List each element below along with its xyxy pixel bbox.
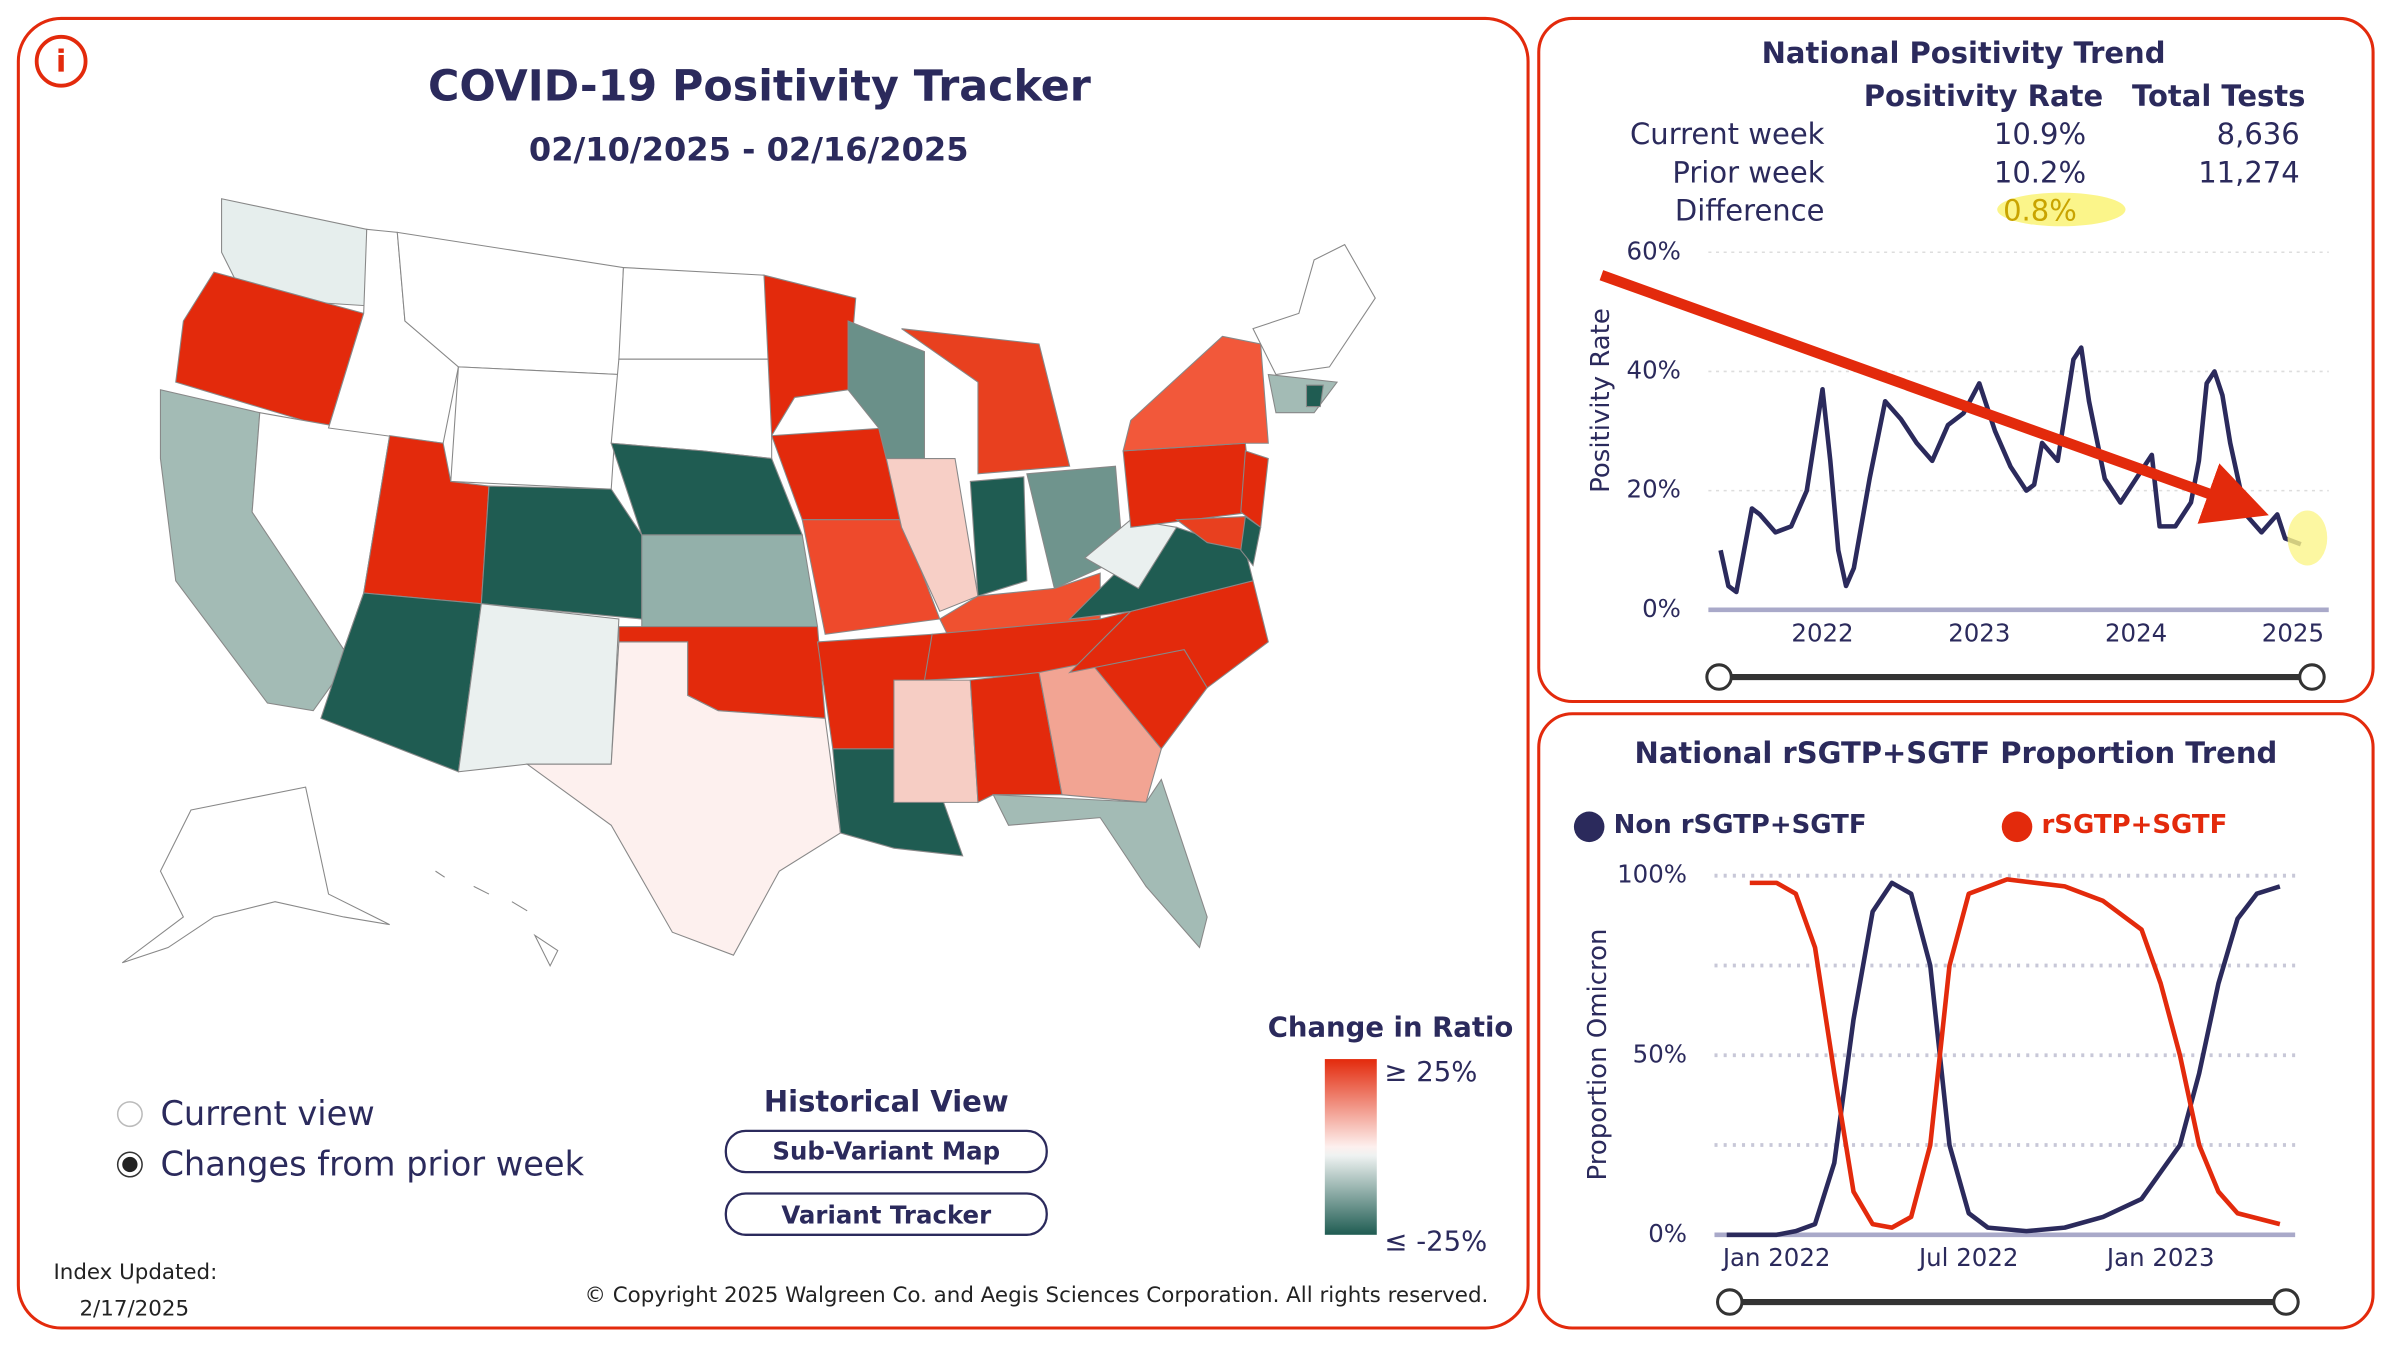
row-label: Current week (1630, 117, 1825, 151)
legend-max: ≥ 25% (1384, 1056, 1477, 1088)
view-options: Current view Changes from prior week (116, 1094, 585, 1184)
index-label: Index Updated: (53, 1260, 217, 1285)
x-tick-label: 2025 (2262, 618, 2324, 647)
variant-panel (1537, 712, 2375, 1330)
table-title: National Positivity Trend (1762, 36, 2166, 70)
table-cell: 0.8% (2003, 194, 2077, 228)
y-tick-label: 0% (1642, 594, 1681, 623)
legend-label: Non rSGTP+SGTF (1614, 810, 1867, 840)
y-tick-label: 0% (1648, 1219, 1687, 1248)
us-map (121, 198, 1376, 968)
y-axis-label: Proportion Omicron (1583, 929, 1613, 1181)
row-label: Prior week (1672, 155, 1824, 189)
title: COVID-19 Positivity Tracker (428, 61, 1091, 111)
annotation-arrow (1599, 270, 2269, 524)
column-header: Total Tests (2132, 79, 2305, 113)
y-tick-label: 50% (1633, 1039, 1687, 1068)
radio-label[interactable]: Current view (160, 1094, 374, 1133)
highlight (2287, 510, 2328, 566)
row-label: Difference (1675, 194, 1825, 228)
y-tick-label: 100% (1617, 860, 1687, 889)
table-cell: 8,636 (2217, 117, 2300, 151)
button-label[interactable]: Variant Tracker (781, 1200, 991, 1229)
y-axis-label: Positivity Rate (1586, 308, 1616, 493)
table-cell: 10.9% (1994, 117, 2086, 151)
slider[interactable] (1716, 1288, 2300, 1316)
info-icon[interactable]: i (34, 34, 88, 88)
x-tick-label: 2024 (2105, 618, 2167, 647)
series-line (1718, 345, 2302, 595)
index-date: 2/17/2025 (79, 1297, 189, 1322)
highlight (1997, 192, 2126, 227)
y-tick-label: 40% (1627, 355, 1681, 384)
y-tick-label: 60% (1627, 236, 1681, 265)
date-range: 02/10/2025 - 02/16/2025 (529, 130, 969, 168)
legend-min: ≤ -25% (1384, 1225, 1487, 1257)
radio-label[interactable]: Changes from prior week (160, 1145, 584, 1184)
button-label[interactable]: Sub-Variant Map (772, 1136, 1000, 1165)
column-header: Positivity Rate (1864, 79, 2103, 113)
slider[interactable] (1705, 663, 2326, 691)
series-line (1726, 880, 2281, 1238)
legend-swatch (1573, 811, 1605, 843)
table-cell: 11,274 (2198, 155, 2300, 189)
chart-title: National rSGTP+SGTF Proportion Trend (1635, 736, 2278, 770)
legend-gradient (1324, 1059, 1377, 1235)
historical-title: Historical View (764, 1084, 1009, 1118)
y-tick-label: 20% (1627, 475, 1681, 504)
button[interactable] (724, 1129, 1048, 1174)
legend-swatch (2001, 811, 2033, 843)
series-line (1749, 877, 2281, 1230)
x-tick-label: Jul 2022 (1917, 1243, 2018, 1272)
svg-text:i: i (56, 44, 66, 79)
copyright: © Copyright 2025 Walgreen Co. and Aegis … (585, 1283, 1489, 1308)
table-cell: 10.2% (1994, 155, 2086, 189)
radio-dot (122, 1156, 138, 1173)
x-tick-label: Jan 2022 (1721, 1243, 1831, 1272)
legend-title: Change in Ratio (1268, 1012, 1514, 1044)
x-tick-label: 2022 (1791, 618, 1853, 647)
legend-label: rSGTP+SGTF (2041, 810, 2227, 840)
radio[interactable] (116, 1101, 143, 1128)
x-tick-label: 2023 (1948, 618, 2010, 647)
x-tick-label: Jan 2023 (2105, 1243, 2215, 1272)
button[interactable] (724, 1192, 1048, 1236)
